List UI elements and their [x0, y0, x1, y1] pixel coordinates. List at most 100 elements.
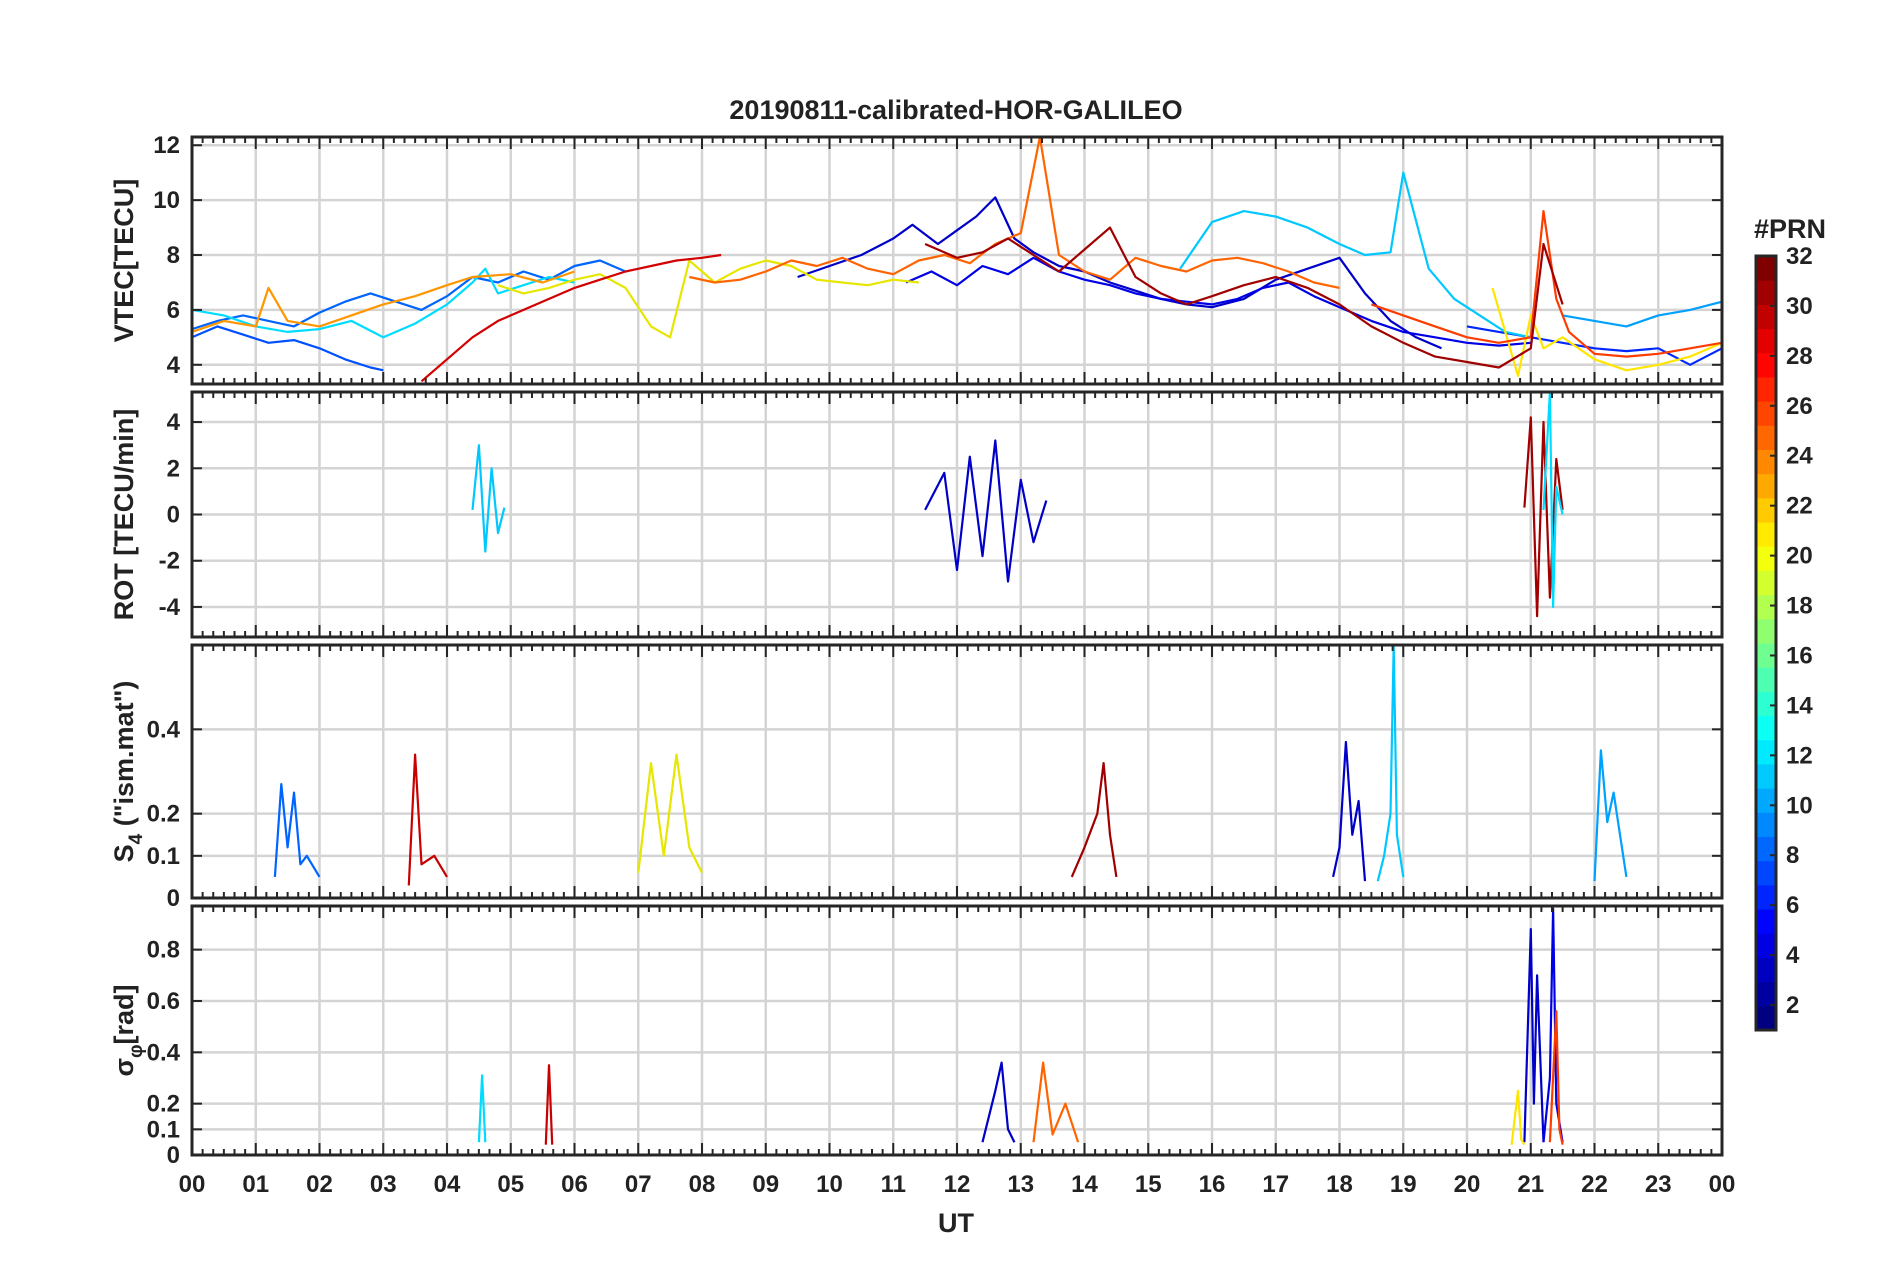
colorbar-tick-label: 6 [1786, 892, 1799, 919]
colorbar-tick-label: 32 [1786, 243, 1813, 270]
y-tick-label: 0 [167, 885, 180, 912]
y-tick-label: 2 [167, 455, 180, 482]
colorbar-tick-label: 4 [1786, 942, 1800, 969]
y-tick-label: 12 [153, 132, 180, 159]
series-line-prn-30 [407, 753, 448, 886]
panel-rot: -4 -2 0 2 4 ROT [TECU/min] [109, 390, 1724, 639]
x-tick-label: 06 [561, 1171, 588, 1198]
colorbar-segment [1756, 812, 1776, 837]
series-line-prn-12 [192, 267, 575, 339]
y-tick-label: 0 [167, 1142, 180, 1169]
series-line-prn-10 [1593, 749, 1628, 882]
y-axis-label-vtec: VTEC[TECU] [109, 179, 139, 343]
series-line-prn-2 [1332, 740, 1367, 882]
series-line-prn-25 [1032, 1061, 1080, 1143]
y-tick-label: -2 [159, 548, 180, 575]
x-tick-label: 02 [306, 1171, 333, 1198]
colorbar-segment [1756, 884, 1776, 910]
x-tick-label: 13 [1007, 1171, 1034, 1198]
colorbar-frame [1754, 254, 1778, 1032]
x-tick-label: 21 [1517, 1171, 1544, 1198]
x-tick-label: 19 [1390, 1171, 1417, 1198]
series-line-prn-31 [1070, 762, 1118, 878]
colorbar-segment [1756, 570, 1776, 596]
panel-sigphi-series [477, 907, 1564, 1146]
series-line-prn-8 [192, 325, 384, 372]
y-tick-label: 0 [167, 502, 180, 529]
x-tick-label: 07 [625, 1171, 652, 1198]
panel-vtec-series [192, 137, 1722, 383]
colorbar-segment [1756, 1005, 1776, 1031]
panel-vtec: 4 6 8 10 12 VTEC[TECU] [109, 132, 1724, 386]
panel-vtec-x-ticks [191, 137, 1723, 384]
colorbar-segment [1756, 788, 1776, 813]
series-line-prn-25 [689, 137, 1340, 289]
colorbar-tick-label: 18 [1786, 593, 1813, 620]
series-line-prn-10 [1562, 300, 1722, 328]
series-line-prn-27 [1371, 210, 1722, 358]
colorbar-tick-label: 24 [1786, 443, 1813, 470]
x-tick-label: 04 [434, 1171, 461, 1198]
y-tick-label: 0.1 [147, 1116, 180, 1143]
colorbar-tick-label: 16 [1786, 642, 1813, 669]
y-tick-label: 0.2 [147, 1091, 180, 1118]
series-line-prn-12 [477, 1074, 487, 1143]
colorbar-tick-label: 20 [1786, 543, 1813, 570]
series-line-prn-21 [1491, 287, 1722, 377]
colorbar-segment [1756, 352, 1776, 378]
series-line-prn-5 [1523, 928, 1545, 1143]
colorbar-segment [1756, 546, 1776, 571]
colorbar-segment [1756, 739, 1776, 765]
colorbar-segment [1756, 860, 1776, 886]
series-line-prn-11 [1376, 645, 1405, 882]
y-label-main: σ [109, 1058, 139, 1076]
series-line-prn-11 [471, 444, 506, 553]
panel-s4: 0 0.1 0.2 0.4S4 ("ism.mat") [109, 643, 1724, 912]
colorbar-segment [1756, 691, 1776, 717]
x-tick-label: 03 [370, 1171, 397, 1198]
colorbar-segment [1756, 497, 1776, 523]
y-label-subscript: 4 [126, 833, 147, 844]
y-axis-label-s4: S4 ("ism.mat") [109, 681, 147, 863]
y-label-rest: [rad] [109, 984, 139, 1044]
x-tick-label: 11 [881, 1171, 906, 1198]
y-tick-label: 0.1 [147, 843, 180, 870]
colorbar-tick-label: 12 [1786, 742, 1813, 769]
colorbar-segment [1756, 594, 1776, 620]
y-label-rest: ("ism.mat") [109, 681, 139, 834]
y-tick-label: 0.4 [147, 716, 181, 743]
y-label-subscript: φ [126, 1044, 147, 1058]
x-tick-label: 16 [1199, 1171, 1226, 1198]
series-line-prn-21 [1510, 1089, 1526, 1146]
x-tick-label: 10 [816, 1171, 843, 1198]
series-line-prn-11 [1179, 171, 1532, 339]
y-tick-label: -4 [159, 594, 181, 621]
x-tick-label: 17 [1262, 1171, 1289, 1198]
colorbar-segment [1756, 667, 1776, 692]
chart-title: 20190811-calibrated-HOR-GALILEO [729, 95, 1182, 125]
colorbar-segment [1756, 933, 1776, 958]
y-tick-label: 4 [167, 409, 181, 436]
y-tick-label: 0.2 [147, 801, 180, 828]
y-tick-label: 0.8 [147, 937, 180, 964]
panel-sigphi-grid [192, 906, 1722, 1155]
x-tick-label: 01 [242, 1171, 269, 1198]
series-line-prn-3 [905, 256, 1531, 347]
colorbar-segment [1756, 715, 1776, 741]
x-tick-label: 23 [1645, 1171, 1672, 1198]
colorbar-tick-label: 28 [1786, 343, 1813, 370]
colorbar-tick-label: 22 [1786, 493, 1813, 520]
colorbar-segment [1756, 618, 1776, 644]
colorbar-segment [1756, 376, 1776, 402]
colorbar-segment [1756, 957, 1776, 983]
panel-rot-grid [192, 392, 1722, 637]
colorbar-segment [1756, 401, 1776, 426]
panel-s4-x-ticks [191, 645, 1723, 898]
x-tick-label: 18 [1326, 1171, 1353, 1198]
panel-sigphi-x-ticks [191, 906, 1723, 1155]
colorbar-segment [1756, 328, 1776, 354]
x-tick-label: 14 [1071, 1171, 1098, 1198]
y-tick-label: 0.4 [147, 1039, 181, 1066]
